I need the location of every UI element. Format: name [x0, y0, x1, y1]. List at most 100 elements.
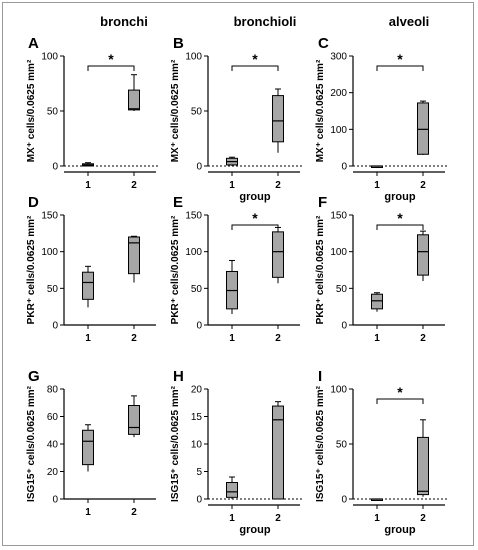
box: [417, 102, 429, 155]
x-axis-title: group: [384, 191, 415, 203]
panel-letter: C: [318, 35, 329, 52]
box: [272, 405, 284, 500]
y-tick-label: 0: [341, 162, 347, 173]
y-axis-title: ISG15⁺ cells/0.0625 mm²: [26, 385, 37, 502]
x-tick-label: 2: [131, 333, 137, 344]
box-group-1: [371, 498, 383, 501]
box-group-2: [128, 74, 140, 111]
y-tick-label: 100: [330, 125, 347, 136]
y-tick-label: 150: [185, 211, 202, 222]
box-group-2: [128, 235, 140, 283]
y-tick-label: 100: [41, 52, 58, 63]
y-axis-title: ISG15⁺ cells/0.0625 mm²: [315, 385, 326, 502]
y-tick-label: 0: [341, 495, 347, 506]
y-tick-label: 0: [52, 495, 58, 506]
box: [371, 293, 383, 310]
panel-letter: B: [173, 35, 184, 52]
y-tick-label: 60: [47, 412, 59, 423]
panel-letter: A: [28, 35, 39, 52]
column-header-alveoli: alveoli: [389, 14, 429, 29]
panel-f: F 0 50 100 150 1 2 PKR⁺ cells/0.0625 mm² *: [315, 194, 445, 344]
panel-letter: F: [318, 194, 327, 211]
box-group-2: [128, 395, 140, 438]
x-axis-title: group: [239, 524, 270, 536]
panel-e: E 0 50 100 150 1 2 PKR⁺ cells/0.0625 mm² *: [170, 194, 300, 344]
y-tick-label: 0: [196, 321, 202, 332]
panel-letter: I: [318, 368, 322, 385]
x-axis-title: group: [384, 524, 415, 536]
significance-bracket: [376, 398, 424, 404]
box-group-2: [272, 401, 284, 500]
significance-bracket: [376, 224, 424, 230]
y-tick-label: 40: [47, 440, 59, 451]
y-tick-label: 50: [191, 284, 203, 295]
panel-letter: E: [173, 194, 183, 211]
box: [128, 89, 140, 111]
y-tick-label: 100: [185, 247, 202, 258]
box-group-1: [82, 424, 94, 472]
panel-letter: G: [28, 368, 40, 385]
figure-frame: [2, 2, 474, 546]
y-axis-title: PKR⁺ cells/0.0625 mm²: [26, 215, 37, 324]
x-tick-label: 1: [229, 333, 235, 344]
box-group-1: [371, 292, 383, 312]
y-tick-label: 100: [185, 52, 202, 63]
y-tick-label: 50: [191, 107, 203, 118]
box: [82, 271, 94, 300]
x-tick-label: 2: [420, 333, 426, 344]
box: [417, 436, 429, 496]
y-axis-title: PKR⁺ cells/0.0625 mm²: [315, 215, 326, 324]
panel-g: G 0 20 40 60 80 1 2 ISG15⁺ cells/0.0625 mm²: [26, 368, 156, 518]
panel-letter: D: [28, 194, 39, 211]
box: [272, 231, 284, 278]
y-axis-title: MX⁺ cells/0.0625 mm²: [315, 59, 326, 162]
box-group-2: [272, 226, 284, 284]
panel-d: D 0 50 100 150 1 2 PKR⁺ cells/0.0625 mm²: [26, 194, 156, 344]
box-group-2: [417, 230, 429, 281]
box-group-2: [417, 100, 429, 155]
panel-letter: H: [173, 368, 184, 385]
x-tick-label: 2: [420, 513, 426, 524]
box: [417, 234, 429, 276]
y-tick-label: 0: [196, 495, 202, 506]
box-group-2: [417, 419, 429, 497]
box: [82, 429, 94, 466]
significance-bracket: [87, 65, 135, 71]
y-tick-label: 0: [341, 321, 347, 332]
x-axis-title: group: [239, 191, 270, 203]
y-tick-label: 300: [330, 52, 347, 63]
y-tick-label: 5: [196, 467, 202, 478]
box: [128, 405, 140, 435]
significance-bracket: [231, 224, 279, 230]
x-tick-label: 1: [85, 180, 91, 191]
y-tick-label: 80: [47, 385, 59, 396]
x-tick-label: 1: [374, 513, 380, 524]
significance-star: *: [252, 210, 258, 226]
x-tick-label: 2: [131, 180, 137, 191]
x-tick-label: 1: [85, 507, 91, 518]
box: [272, 95, 284, 143]
y-axis-title: MX⁺ cells/0.0625 mm²: [26, 59, 37, 162]
y-axis-title: PKR⁺ cells/0.0625 mm²: [170, 215, 181, 324]
box: [128, 236, 140, 275]
box-group-1: [226, 476, 238, 499]
y-axis-title: MX⁺ cells/0.0625 mm²: [170, 59, 181, 162]
y-axis-title: ISG15⁺ cells/0.0625 mm²: [170, 385, 181, 502]
y-tick-label: 50: [336, 440, 348, 451]
significance-star: *: [397, 210, 403, 226]
y-tick-label: 15: [191, 412, 203, 423]
y-tick-label: 150: [330, 211, 347, 222]
y-tick-label: 200: [330, 88, 347, 99]
y-tick-label: 0: [52, 321, 58, 332]
y-tick-label: 20: [47, 467, 59, 478]
y-tick-label: 100: [330, 385, 347, 396]
x-tick-label: 2: [275, 513, 281, 524]
column-header-bronchi: bronchi: [100, 14, 148, 29]
significance-bracket: [231, 65, 279, 71]
y-tick-label: 50: [336, 284, 348, 295]
panel-i: I 0 50 100 1 2 group ISG15⁺ cells/0.0625 mm² *: [315, 368, 449, 536]
y-tick-label: 10: [191, 440, 203, 451]
column-header-bronchioli: bronchioli: [234, 14, 297, 29]
